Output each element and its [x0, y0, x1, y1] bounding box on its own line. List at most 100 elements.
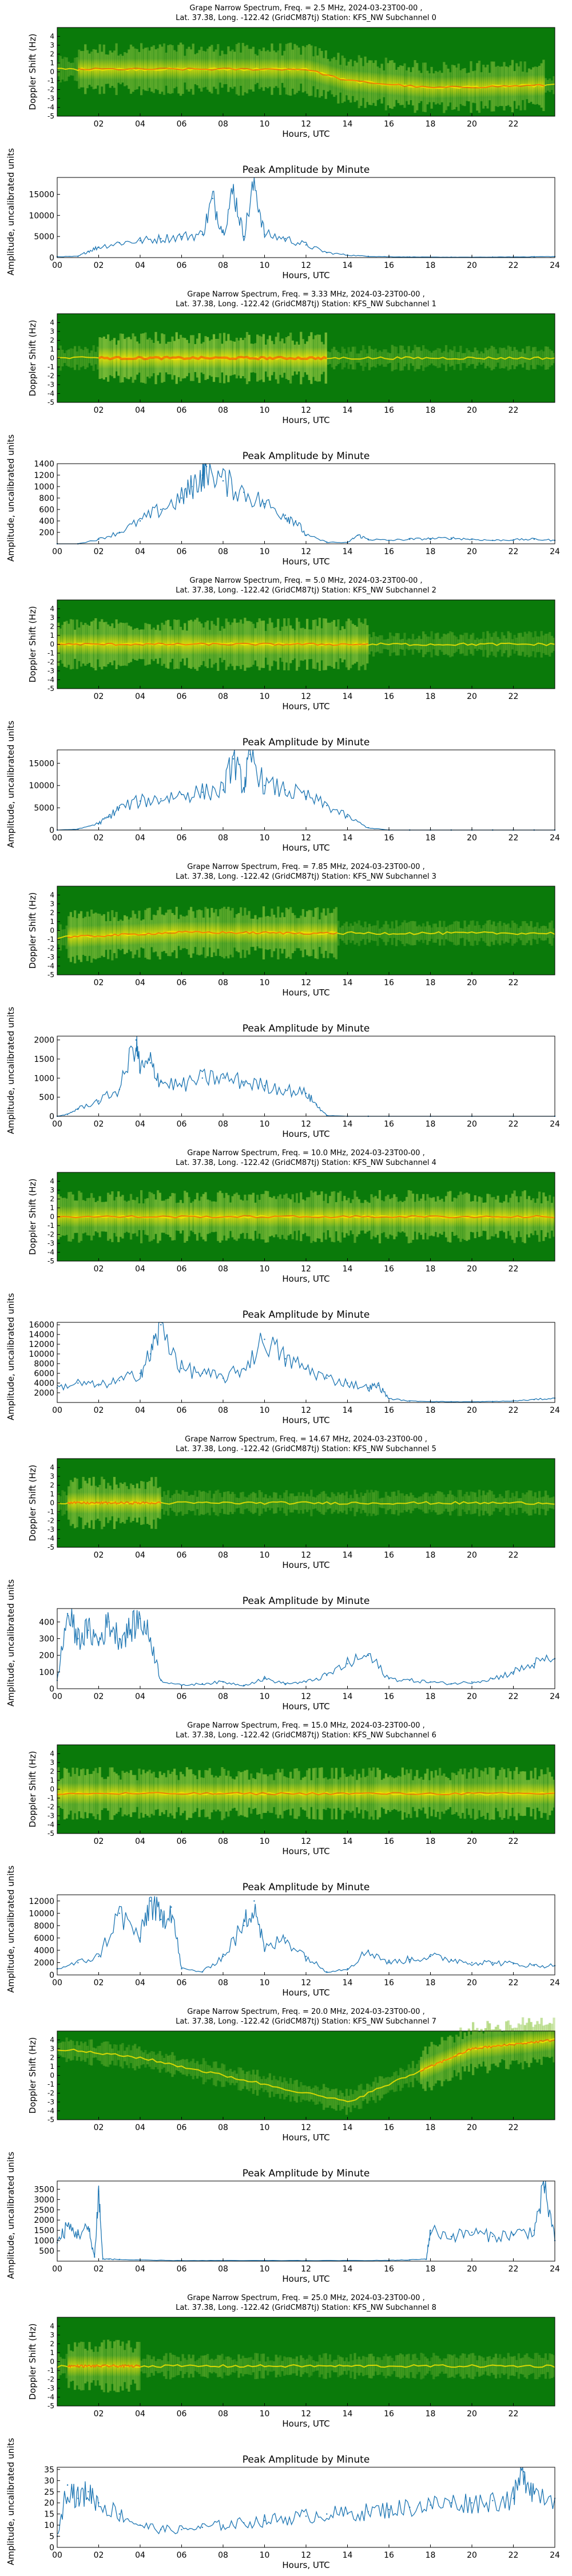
spectrogram-column [397, 926, 400, 940]
spectrogram-carrier-glow [245, 1206, 249, 1228]
amplitude-data-point [409, 1400, 411, 1402]
spectrogram-column [387, 352, 390, 364]
spectrogram-carrier-glow [310, 1783, 313, 1804]
spectrogram-column [287, 1496, 290, 1510]
amplitude-xtick-label: 06 [177, 1978, 187, 1988]
spectrogram-peak-band [420, 2039, 555, 2072]
spectrogram-column [175, 1490, 178, 1516]
amplitude-data-point [201, 1971, 203, 1973]
spectrogram-column [74, 2045, 77, 2056]
amplitude-data-point [149, 1900, 152, 1902]
spectrogram-column [488, 633, 491, 655]
spectrogram-column [328, 1498, 332, 1508]
spectrogram-column [237, 2354, 240, 2378]
amplitude-data-point [409, 256, 411, 258]
amplitude-xtick-label: 20 [467, 1692, 477, 1701]
spectrogram-ytick-label: -4 [47, 1535, 54, 1543]
spectrogram-column [420, 926, 423, 940]
spectrogram-ytick-label: 0 [50, 1785, 54, 1793]
amplitude-xtick-label: 06 [177, 2265, 187, 2274]
spectrogram-peak-band [57, 642, 368, 646]
spectrogram-column [198, 1490, 201, 1516]
spectrogram-carrier-glow [410, 1783, 412, 1804]
spectrogram-column [351, 1498, 354, 1508]
spectrogram-column [308, 2086, 311, 2102]
amplitude-xtick-label: 12 [301, 1406, 311, 1415]
spectrogram-carrier-glow [393, 1783, 396, 1804]
spectrogram-column [347, 926, 350, 940]
spectrogram-column [111, 2048, 114, 2061]
amplitude-xtick-label: 08 [218, 2551, 228, 2560]
amplitude-ytick-label: 300 [39, 1635, 54, 1644]
spectrogram-carrier-glow [416, 1783, 419, 1804]
spectrogram-column [337, 2354, 340, 2377]
amplitude-ytick-label: 35 [44, 2466, 54, 2475]
amplitude-data-point [160, 238, 162, 239]
amplitude-data-point [181, 1368, 182, 1369]
spectrogram-column [407, 346, 410, 370]
amplitude-data-point [66, 1113, 69, 1115]
spectrogram-column [146, 2054, 149, 2065]
spectrogram-xtick-label: 12 [301, 406, 311, 415]
spectrogram-column [403, 2356, 406, 2376]
amplitude-xtick-label: 02 [94, 833, 104, 843]
spectrogram-xtick-label: 10 [260, 406, 270, 415]
amplitude-xtick-label: 16 [384, 1120, 394, 1129]
spectrogram-column [380, 2360, 383, 2373]
spectrogram-carrier-glow [457, 2044, 460, 2065]
spectrogram-title-line1: Grape Narrow Spectrum, Freq. = 3.33 MHz,… [187, 290, 424, 299]
spectrogram-column [532, 1496, 535, 1510]
spectrogram-column [339, 927, 342, 939]
amplitude-data-point [305, 1092, 307, 1095]
spectrogram-column [337, 1492, 340, 1514]
spectrogram-column [297, 1492, 300, 1514]
spectrogram-column [449, 2354, 452, 2378]
spectrogram-carrier-glow [472, 1206, 475, 1228]
spectrogram-carrier-glow [125, 1783, 128, 1804]
amplitude-xtick-label: 08 [218, 1120, 228, 1129]
amplitude-data-point [450, 2502, 452, 2504]
spectrogram-column [339, 1494, 342, 1512]
spectrogram-column [304, 1496, 307, 1510]
spectrogram-column [492, 2357, 495, 2375]
amplitude-xtick-label: 22 [509, 547, 519, 556]
spectrogram-column [356, 2091, 359, 2105]
spectrogram-column [443, 1494, 446, 1512]
spectrogram-column [550, 80, 553, 90]
spectrogram-xtick-label: 18 [426, 2123, 436, 2132]
spectrogram-column [204, 2355, 207, 2377]
spectrogram-carrier-glow [121, 924, 124, 946]
amplitude-data-point [471, 1962, 473, 1963]
spectrogram-title-line2: Lat. 37.38, Long. -122.42 (GridCM87tj) S… [176, 586, 436, 595]
spectrogram-carrier-glow [467, 76, 470, 98]
amplitude-xtick-label: 16 [384, 1978, 394, 1988]
amplitude-plot-area [57, 2467, 555, 2547]
spectrogram-column [538, 637, 541, 652]
amplitude-title: Peak Amplitude by Minute [243, 1882, 370, 1893]
spectrogram-xtick-label: 14 [343, 692, 353, 701]
amplitude-data-point [243, 1925, 245, 1926]
amplitude-data-point [98, 2502, 100, 2504]
spectrogram-ytick-label: -2 [47, 2089, 54, 2097]
spectrogram-xtick-label: 10 [260, 2409, 270, 2419]
spectrogram-carrier-glow [304, 58, 307, 80]
spectrogram-xtick-label: 22 [509, 120, 519, 129]
amplitude-data-point [450, 2235, 452, 2238]
amplitude-data-point [243, 787, 245, 789]
spectrogram-title-line2: Lat. 37.38, Long. -122.42 (GridCM87tj) S… [176, 1445, 436, 1453]
spectrogram-xtick-label: 22 [509, 406, 519, 415]
spectrogram-column [368, 1492, 371, 1514]
amplitude-data-point [284, 1683, 286, 1685]
amplitude-xtick-label: 06 [177, 833, 187, 843]
amplitude-ytick-label: 16000 [29, 1321, 54, 1330]
amplitude-data-point [139, 800, 141, 802]
spectrogram-column [440, 637, 443, 652]
amplitude-xtick-label: 12 [301, 2265, 311, 2274]
spectrogram-column [513, 1496, 516, 1510]
spectrogram-column [384, 349, 387, 367]
amplitude-data-point [181, 2528, 182, 2531]
spectrogram-carrier-glow [500, 1783, 503, 1804]
spectrogram-column [212, 2061, 216, 2085]
amplitude-xtick-label: 20 [467, 547, 477, 556]
spectrogram-ytick-label: 4 [50, 1178, 54, 1186]
